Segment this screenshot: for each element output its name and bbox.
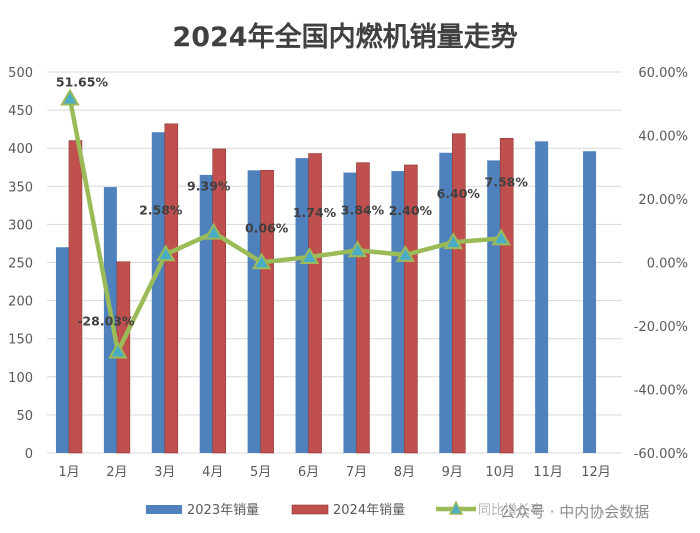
growth-data-label: 2.58% [139,202,183,217]
growth-line-series [60,88,511,359]
growth-data-label: 6.40% [437,186,481,201]
x-axis-tick-label: 6月 [298,465,319,480]
bar-2023 [391,171,405,453]
x-axis-tick-label: 5月 [250,465,271,480]
legend-label-2023: 2023年销量 [187,503,259,518]
x-axis-labels: 1月 2月 3月 4月 5月 6月 7月 8月 9月 10月 11月 12月 [58,465,610,480]
bar-2023 [487,160,501,453]
growth-point-marker [443,232,464,250]
right-axis-tick-label: -40.00% [634,384,688,399]
x-axis-tick-label: 1月 [58,465,79,480]
growth-point-marker [299,246,320,264]
left-axis-tick-label: 100 [8,371,33,386]
growth-data-label: 9.39% [187,179,231,194]
right-axis-tick-label: -20.00% [634,320,688,335]
x-axis-tick-label: 3月 [154,465,175,480]
bar-2023 [535,141,549,454]
left-axis-tick-label: 500 [8,66,33,81]
growth-point-marker [108,341,128,359]
growth-point-marker [60,88,80,106]
left-axis-tick-label: 250 [8,257,33,272]
growth-point-marker [203,222,224,240]
bar-2023 [247,170,261,453]
growth-data-label: 0.06% [245,220,289,235]
right-axis-tick-label: 60.00% [638,66,688,81]
bar-2024 [308,153,322,454]
legend-label-growth: 同比增长率 [478,502,543,518]
left-axis-tick-label: 400 [8,142,33,157]
legend: 2023年销量 2024年销量 同比增长率 [146,500,543,518]
bar-2023 [55,247,69,453]
growth-point-marker [347,240,368,258]
growth-point-marker [395,244,416,262]
bar-2023 [343,172,357,454]
left-axis-tick-label: 0 [25,447,33,462]
right-axis-tick-label: 0.00% [647,257,688,272]
bar-2024 [164,123,179,454]
right-axis-tick-label: 20.00% [638,193,688,208]
growth-point-marker [156,244,176,262]
bar-2024 [451,133,466,454]
growth-data-label: 51.65% [56,75,109,90]
bar-series [55,123,597,454]
chart-title: 2024年全国内燃机销量走势 [172,21,517,53]
growth-data-label: 2.40% [389,203,433,218]
data-labels: 51.65% -28.03% 2.58% 9.39% 0.06% 1.74% 3.84% 2.… [56,75,528,329]
x-axis-tick-label: 7月 [346,465,367,480]
bar-2023 [583,151,597,454]
bar-2024 [404,164,418,454]
left-axis-tick-label: 150 [8,333,33,348]
x-axis-tick-label: 10月 [485,465,515,480]
gridlines [47,71,622,454]
left-axis-tick-label: 350 [8,180,33,195]
right-axis-ticks: -60.00% -40.00% -20.00% 0.00% 20.00% 40.00% 60… [634,66,688,462]
bar-2024 [356,162,370,454]
x-axis-tick-label: 12月 [581,465,611,480]
bar-2023 [199,174,213,453]
growth-line [67,98,502,354]
bar-2023 [295,158,309,453]
bar-2023 [151,132,165,453]
x-axis-tick-label: 4月 [202,465,223,480]
right-axis-tick-label: -60.00% [634,447,688,462]
bar-2024 [68,140,83,454]
growth-data-label: 7.58% [485,174,529,189]
x-axis-tick-label: 8月 [394,465,415,480]
left-axis-tick-label: 200 [8,295,33,310]
growth-point-marker [491,228,511,246]
left-axis-ticks: 0 50 100 150 200 250 300 350 400 450 500 [8,66,33,462]
growth-data-label: -28.03% [77,313,135,328]
bar-2024 [260,169,274,454]
legend-swatch-2024 [291,504,329,515]
growth-data-label: 1.74% [293,205,337,220]
x-axis-tick-label: 11月 [533,465,563,480]
growth-point-marker [251,252,272,270]
x-axis-tick-label: 9月 [442,465,463,480]
legend-marker-growth [448,500,464,515]
watermark-text: 公众号 · 中内协会数据 [500,503,649,521]
left-axis-tick-label: 50 [16,409,33,424]
right-axis-tick-label: 40.00% [638,130,688,145]
bar-2024 [499,137,514,454]
bar-2024 [212,148,227,454]
legend-label-2024: 2024年销量 [333,503,405,518]
bar-2023 [439,152,453,453]
left-axis-tick-label: 300 [8,218,33,233]
growth-data-label: 3.84% [341,202,385,217]
legend-swatch-2023 [146,505,182,514]
left-axis-tick-label: 450 [8,104,33,119]
x-axis-tick-label: 2月 [106,465,127,480]
